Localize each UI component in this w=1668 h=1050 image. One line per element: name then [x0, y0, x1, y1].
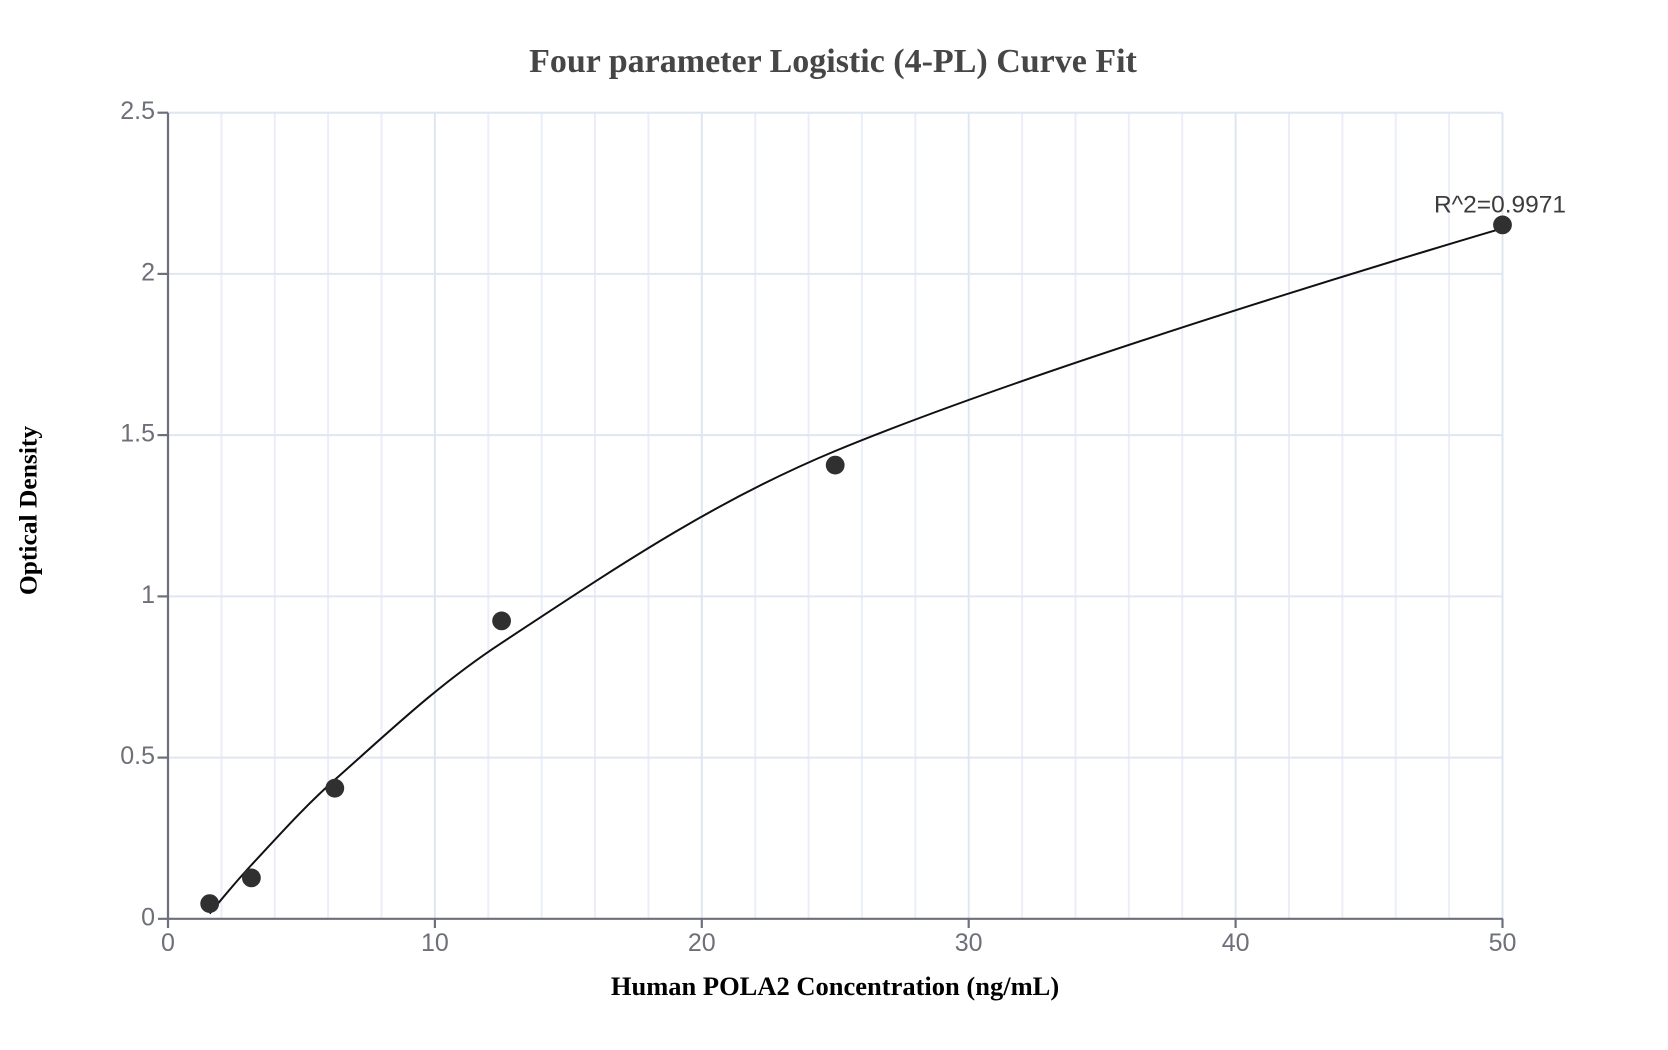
svg-text:Human POLA2 Concentration (ng/: Human POLA2 Concentration (ng/mL) — [611, 971, 1059, 1001]
svg-text:Four parameter Logistic (4-PL): Four parameter Logistic (4-PL) Curve Fit — [529, 43, 1137, 80]
svg-text:30: 30 — [955, 929, 983, 957]
svg-text:20: 20 — [688, 929, 716, 957]
svg-text:R^2=0.9971: R^2=0.9971 — [1434, 192, 1566, 219]
svg-text:10: 10 — [421, 929, 449, 957]
svg-text:40: 40 — [1222, 929, 1250, 957]
svg-text:Optical Density: Optical Density — [14, 426, 43, 596]
svg-text:2: 2 — [141, 258, 155, 286]
svg-text:50: 50 — [1489, 929, 1517, 957]
svg-text:1: 1 — [141, 581, 155, 609]
svg-text:1.5: 1.5 — [120, 420, 155, 448]
svg-text:0: 0 — [161, 929, 175, 957]
svg-text:0: 0 — [141, 903, 155, 931]
svg-text:2.5: 2.5 — [120, 97, 155, 125]
svg-text:0.5: 0.5 — [120, 742, 155, 770]
